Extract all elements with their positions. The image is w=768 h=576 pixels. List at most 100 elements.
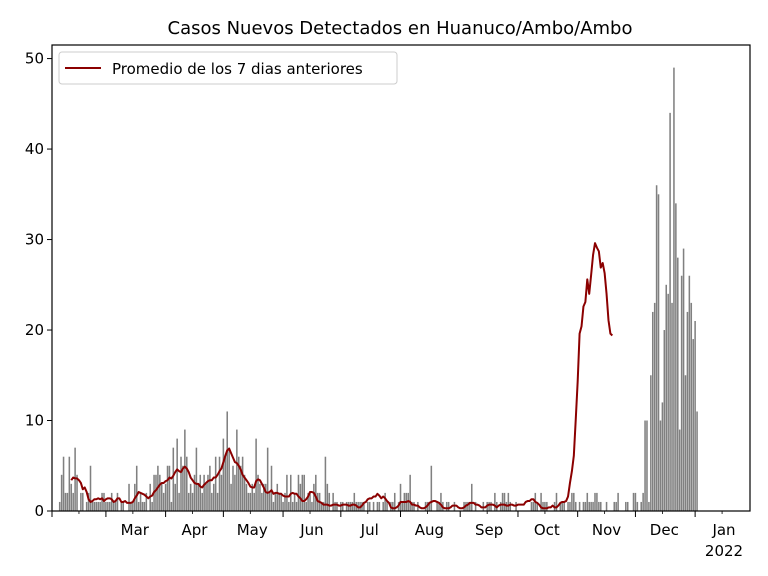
bar <box>469 501 471 511</box>
bar <box>613 501 616 511</box>
bar <box>341 501 344 511</box>
bar <box>261 492 263 511</box>
bar <box>559 501 562 511</box>
bar <box>145 492 148 511</box>
bar <box>251 483 254 511</box>
x-tick-label: Jun <box>299 521 323 539</box>
bar <box>224 456 227 511</box>
x-tick-label: Jul <box>360 521 379 539</box>
bar <box>615 501 617 511</box>
bar <box>494 492 496 511</box>
bar <box>64 492 67 511</box>
bar <box>274 492 277 511</box>
bar <box>334 501 336 511</box>
y-tick-label: 10 <box>25 412 44 430</box>
bar <box>222 438 225 511</box>
x-tick-label: Oct <box>534 521 560 539</box>
bar <box>266 447 269 511</box>
y-tick-label: 30 <box>25 231 44 249</box>
bar <box>282 501 284 511</box>
bar <box>130 501 132 511</box>
bar <box>99 501 101 511</box>
bar <box>160 483 163 511</box>
bar <box>501 492 504 511</box>
bar <box>116 492 119 511</box>
bar <box>684 375 687 511</box>
bar <box>673 67 675 512</box>
bar <box>109 501 111 511</box>
bar <box>368 501 371 511</box>
bar <box>378 501 381 511</box>
x-tick-label: Apr <box>182 521 209 539</box>
bar <box>276 483 279 511</box>
bar <box>567 501 569 511</box>
bar <box>76 474 78 511</box>
bar <box>70 483 73 511</box>
bar <box>270 465 273 511</box>
bar <box>278 492 280 511</box>
bar <box>688 275 691 511</box>
bar <box>309 492 311 511</box>
bar <box>187 492 190 511</box>
bar <box>690 302 693 511</box>
bar <box>174 483 176 511</box>
bar <box>162 492 165 511</box>
bar <box>605 501 608 511</box>
bar <box>122 501 125 511</box>
x-tick-label: Nov <box>592 521 621 539</box>
bar <box>315 474 317 511</box>
bar <box>230 483 232 511</box>
bar <box>507 492 510 511</box>
bar <box>60 474 63 511</box>
bar <box>68 456 71 511</box>
bar <box>393 492 396 511</box>
bar <box>646 420 648 511</box>
bar <box>176 438 178 511</box>
bar <box>413 501 415 511</box>
bar <box>82 492 84 511</box>
bar <box>632 492 635 511</box>
bar <box>249 492 252 511</box>
bar <box>642 492 644 511</box>
bar <box>105 501 107 511</box>
bar <box>682 248 685 511</box>
bar <box>490 501 492 511</box>
y-tick-label: 40 <box>25 140 44 158</box>
bar <box>536 501 538 511</box>
bar <box>650 375 652 511</box>
bar <box>120 501 123 511</box>
y-tick-label: 50 <box>25 50 44 68</box>
bar <box>555 492 558 511</box>
x-tick-label: Mar <box>121 521 150 539</box>
x-axis: Mar Apr May Jun Jul Aug Sep Oct Nov Dec Jan 2022 <box>51 511 743 560</box>
bar <box>80 492 82 511</box>
bar <box>87 492 90 511</box>
bar <box>353 492 356 511</box>
bar <box>97 501 99 511</box>
bar <box>436 501 438 511</box>
bar <box>530 501 533 511</box>
bar <box>409 474 411 511</box>
bar <box>592 501 594 511</box>
legend-label: Promedio de los 7 dias anteriores <box>112 60 363 78</box>
bar <box>467 501 469 511</box>
bar <box>307 492 309 511</box>
bar <box>232 465 234 511</box>
bar <box>284 492 286 511</box>
bar <box>143 501 146 511</box>
bar <box>139 492 142 511</box>
bar <box>272 501 275 511</box>
bar <box>636 501 639 511</box>
bar <box>657 194 660 512</box>
bar <box>600 501 602 511</box>
bar <box>255 438 257 511</box>
bar <box>236 429 238 511</box>
bar <box>193 474 196 511</box>
bar <box>574 501 577 511</box>
bar <box>336 501 338 511</box>
bar <box>411 501 413 511</box>
bar <box>671 302 673 511</box>
bar <box>58 501 61 511</box>
